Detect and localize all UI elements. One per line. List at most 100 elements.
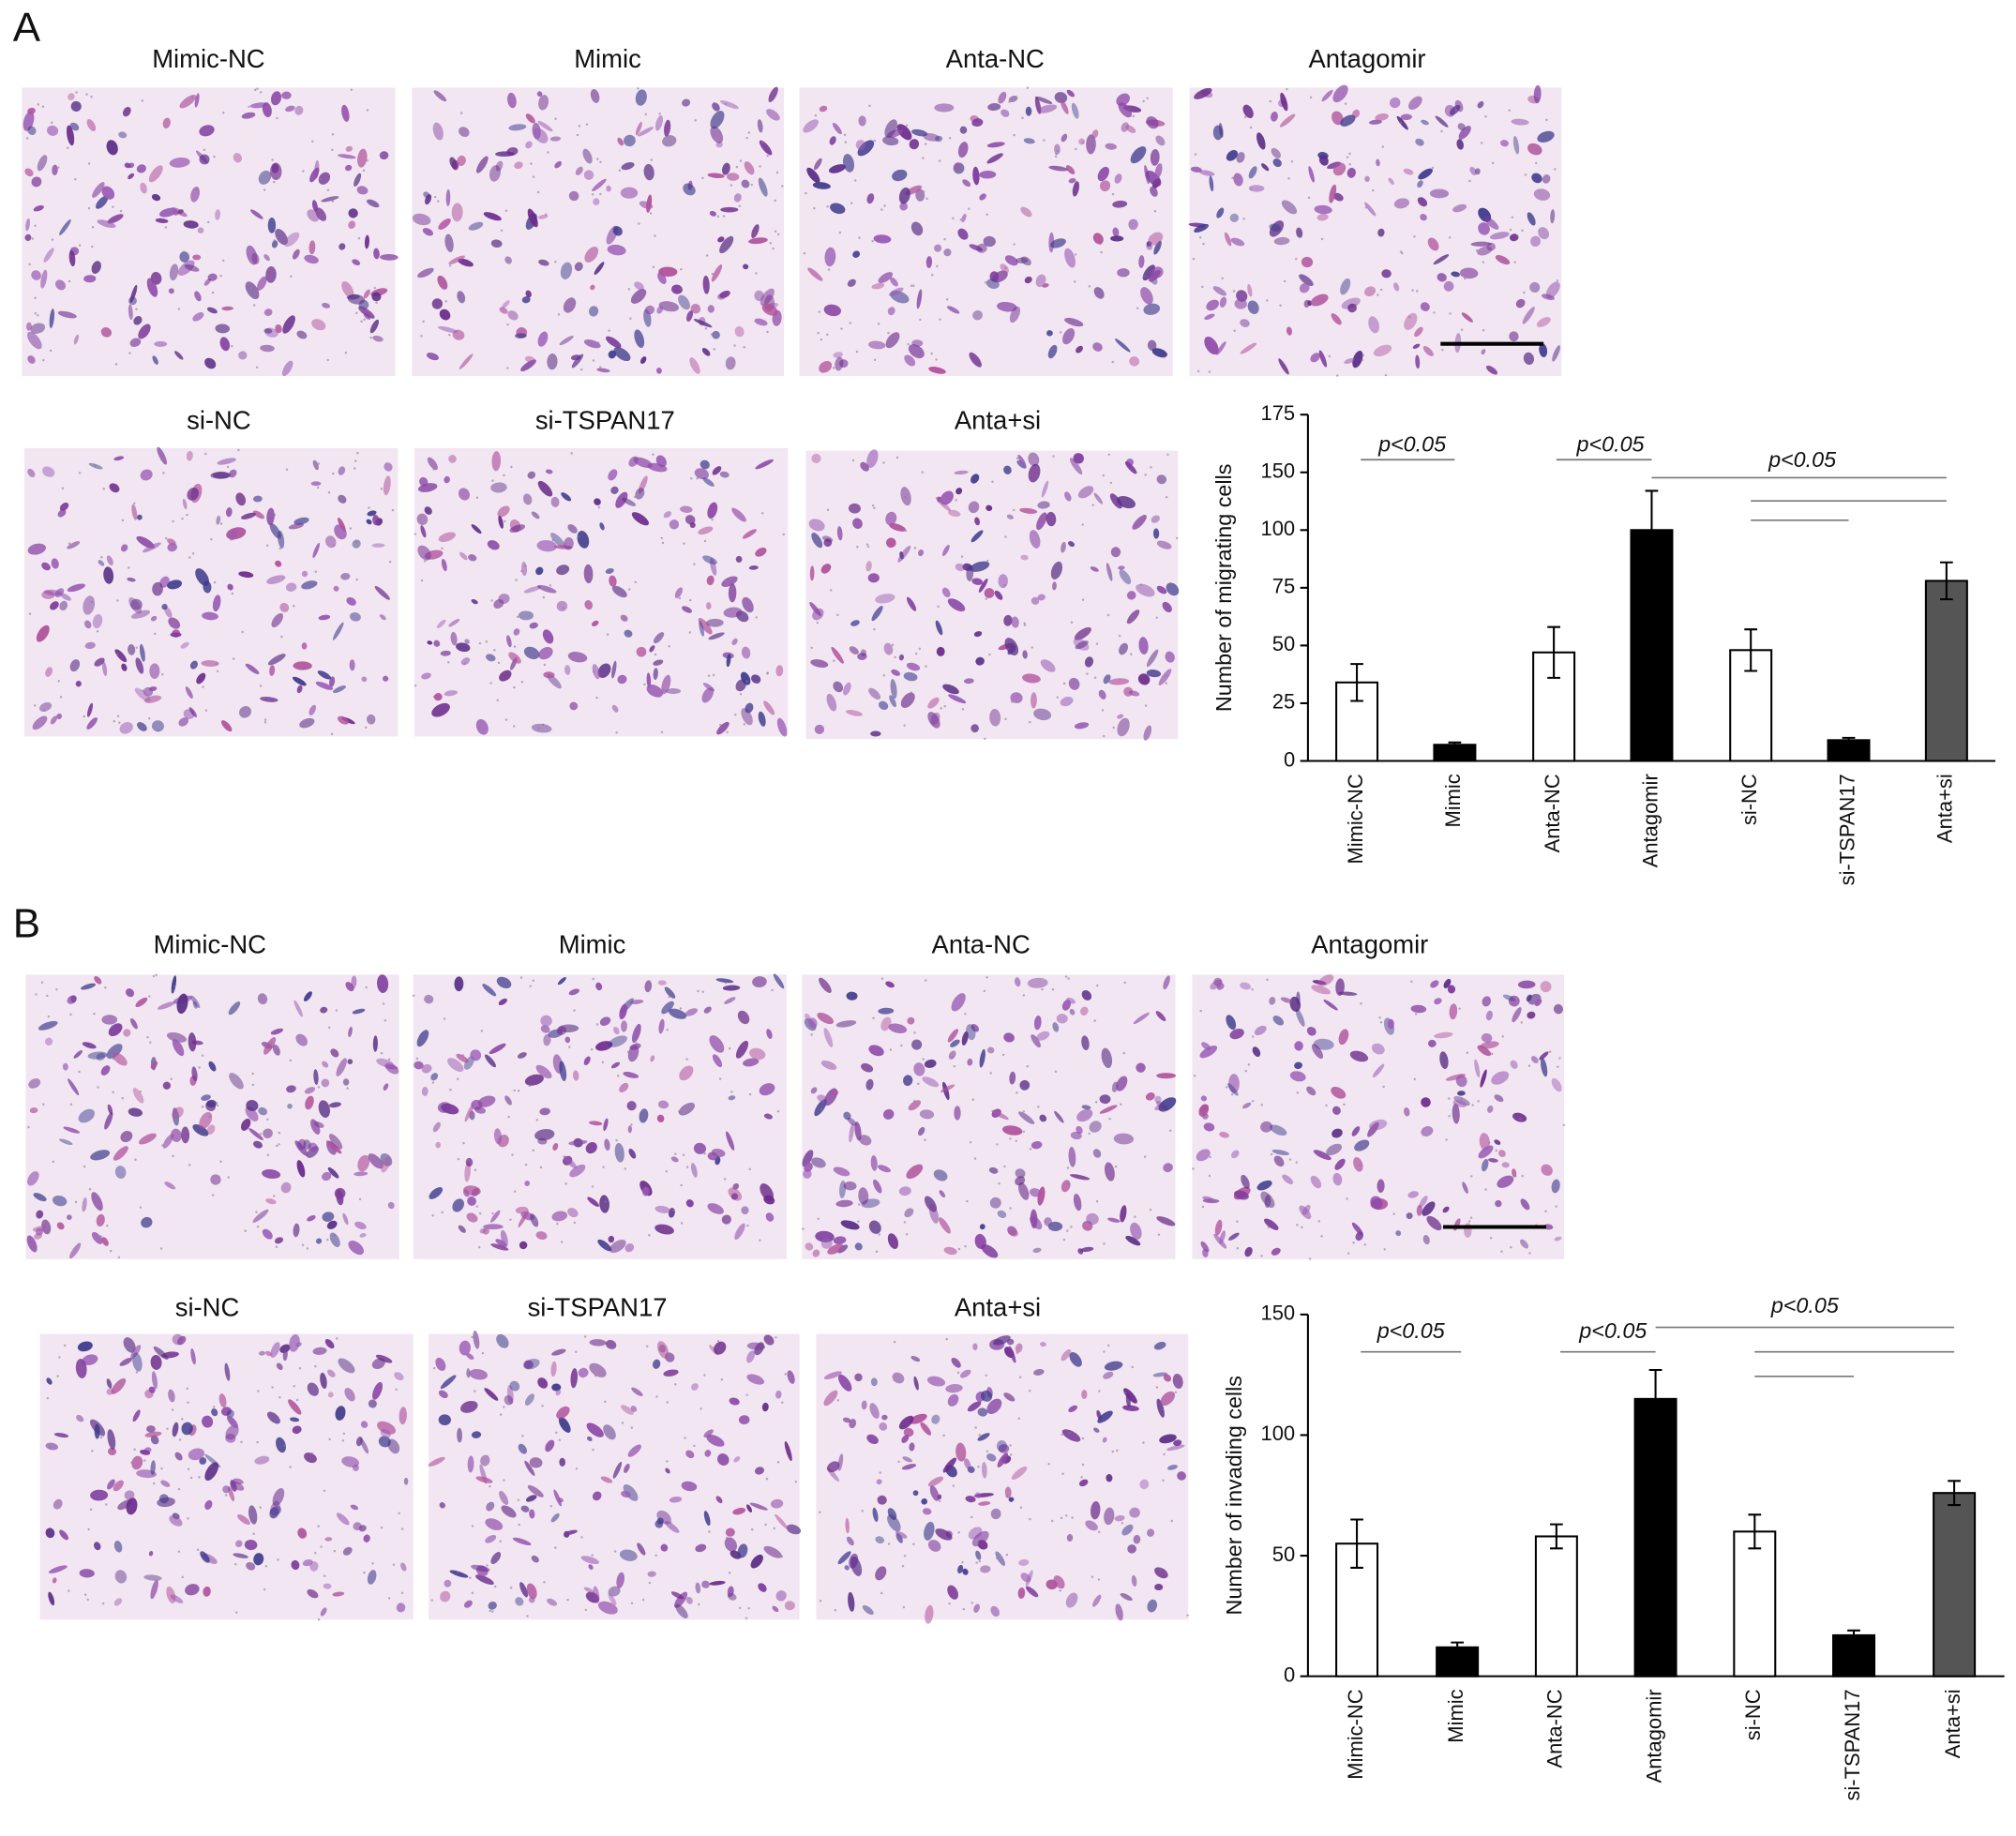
pore bbox=[775, 171, 779, 174]
cell bbox=[804, 1162, 813, 1172]
pore bbox=[805, 191, 807, 195]
pore bbox=[904, 496, 907, 499]
cell bbox=[694, 468, 709, 480]
pore bbox=[212, 1406, 216, 1408]
cell bbox=[589, 1121, 603, 1126]
pore bbox=[1166, 453, 1169, 457]
pore bbox=[1157, 1233, 1161, 1236]
cell bbox=[150, 1061, 158, 1069]
cell bbox=[646, 685, 663, 698]
pore bbox=[115, 653, 119, 656]
cell bbox=[887, 307, 895, 316]
pore bbox=[515, 579, 518, 581]
cell bbox=[502, 300, 510, 309]
cell bbox=[350, 612, 361, 622]
cell bbox=[114, 649, 128, 663]
pore bbox=[1026, 86, 1030, 90]
cell bbox=[328, 1134, 343, 1150]
cell bbox=[612, 1026, 620, 1035]
cell bbox=[1086, 1212, 1099, 1226]
cell bbox=[1443, 280, 1454, 292]
pore bbox=[1001, 1053, 1005, 1057]
pore bbox=[155, 973, 158, 976]
cell bbox=[346, 596, 356, 606]
cell bbox=[269, 665, 276, 676]
cell bbox=[307, 209, 320, 222]
cell bbox=[1403, 168, 1414, 175]
cell bbox=[1295, 1008, 1305, 1027]
pore bbox=[100, 556, 103, 559]
cell bbox=[1075, 640, 1089, 650]
cell bbox=[939, 1217, 951, 1234]
cell bbox=[1248, 166, 1257, 179]
cell bbox=[475, 718, 489, 735]
cell bbox=[726, 1131, 735, 1151]
cell bbox=[1044, 1217, 1053, 1227]
pore bbox=[206, 220, 210, 224]
pore bbox=[817, 1217, 820, 1221]
cell bbox=[1070, 1131, 1082, 1140]
cell bbox=[1470, 241, 1492, 247]
pore bbox=[331, 200, 335, 203]
cell bbox=[383, 475, 391, 496]
pore bbox=[1086, 672, 1089, 675]
cell bbox=[1541, 1164, 1553, 1176]
cell bbox=[724, 997, 736, 1004]
cell bbox=[172, 1106, 184, 1120]
cell bbox=[832, 122, 842, 135]
pore bbox=[1335, 374, 1339, 377]
pore bbox=[712, 673, 715, 677]
pore bbox=[1119, 1103, 1122, 1106]
cell bbox=[552, 1143, 559, 1151]
cell bbox=[1376, 158, 1380, 167]
pore bbox=[1489, 1237, 1493, 1240]
cell bbox=[1481, 1158, 1489, 1172]
cell bbox=[627, 1125, 632, 1134]
pore bbox=[957, 1247, 961, 1251]
cell bbox=[262, 102, 272, 118]
pore bbox=[1021, 1174, 1024, 1177]
cell bbox=[712, 466, 722, 475]
pore bbox=[705, 254, 709, 257]
pore bbox=[271, 158, 274, 161]
cell bbox=[940, 1084, 955, 1093]
y-tick-label: 0 bbox=[1284, 1663, 1295, 1686]
cell bbox=[866, 193, 875, 204]
pore bbox=[363, 1571, 366, 1574]
pore bbox=[448, 333, 451, 337]
cell bbox=[317, 670, 332, 680]
cell bbox=[1421, 1097, 1431, 1107]
cell bbox=[1542, 174, 1551, 184]
cell bbox=[1166, 582, 1180, 596]
pore bbox=[922, 190, 925, 193]
pore bbox=[314, 1551, 317, 1555]
cell bbox=[97, 219, 116, 229]
pore bbox=[913, 1099, 916, 1103]
cell bbox=[735, 1040, 749, 1059]
cell bbox=[170, 632, 182, 638]
cell bbox=[761, 303, 778, 316]
cell bbox=[361, 676, 368, 683]
pore bbox=[543, 1580, 546, 1584]
cell bbox=[342, 1078, 350, 1086]
cell bbox=[467, 1196, 476, 1206]
pore bbox=[857, 1203, 861, 1206]
cell bbox=[823, 304, 842, 317]
cell bbox=[1047, 344, 1058, 359]
cell bbox=[250, 209, 263, 219]
cell bbox=[570, 354, 581, 361]
cell bbox=[1125, 125, 1136, 133]
cell bbox=[1481, 349, 1486, 355]
cell bbox=[267, 217, 277, 233]
cell bbox=[285, 105, 295, 113]
cell bbox=[1064, 317, 1084, 327]
pore bbox=[204, 709, 208, 712]
cell bbox=[702, 555, 717, 564]
pore bbox=[227, 1176, 230, 1179]
cell bbox=[970, 561, 990, 572]
pore bbox=[776, 1109, 780, 1113]
pore bbox=[755, 616, 758, 619]
cell bbox=[1233, 173, 1243, 187]
pore bbox=[415, 1057, 419, 1061]
cell bbox=[188, 707, 197, 717]
